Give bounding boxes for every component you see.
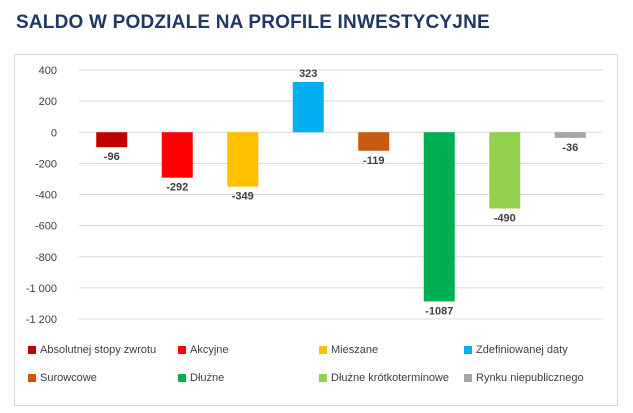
data-label: -96 xyxy=(104,151,120,163)
legend-swatch xyxy=(178,374,186,382)
legend-label: Absolutnej stopy zwrotu xyxy=(40,344,157,356)
legend-label: Akcyjne xyxy=(190,344,229,356)
y-tick-label: -400 xyxy=(35,190,57,202)
legend-swatch xyxy=(464,374,472,382)
data-label: -349 xyxy=(232,191,254,203)
bar-chart: 400 200 0 -200 -400 -600 -800 -1 000 -1 200 -96 -2… xyxy=(26,65,603,326)
legend-item: Akcyjne xyxy=(178,344,229,356)
data-label: -119 xyxy=(363,155,384,167)
legend-item: Absolutnej stopy zwrotu xyxy=(28,344,156,356)
legend-item: Zdefiniowanej daty xyxy=(464,344,568,356)
bar xyxy=(489,132,521,209)
legend-swatch xyxy=(319,346,327,354)
legend-swatch xyxy=(178,346,186,354)
bar xyxy=(423,132,455,302)
y-tick-label: 200 xyxy=(39,96,57,108)
y-tick-label: -800 xyxy=(35,252,57,264)
y-tick-label: 400 xyxy=(39,65,57,77)
legend-label: Mieszane xyxy=(331,344,379,356)
legend-item: Rynku niepublicznego xyxy=(464,372,584,384)
legend-label: Zdefiniowanej daty xyxy=(476,344,568,356)
bar xyxy=(96,132,128,148)
data-label: 323 xyxy=(299,68,317,80)
bar xyxy=(161,132,193,178)
bar xyxy=(227,132,259,187)
legend-label: Dłużne krótkoterminowe xyxy=(331,372,449,384)
y-tick-label: -600 xyxy=(35,221,57,233)
legend-label: Rynku niepublicznego xyxy=(476,372,584,384)
bar xyxy=(358,132,390,151)
legend-item: Dłużne krótkoterminowe xyxy=(319,372,449,384)
data-label: -292 xyxy=(166,182,188,194)
data-label: -490 xyxy=(494,213,516,225)
data-label: -36 xyxy=(562,142,578,154)
legend-swatch xyxy=(319,374,327,382)
legend-item: Mieszane xyxy=(319,344,378,356)
data-label: -1087 xyxy=(425,305,453,317)
chart-frame: 400 200 0 -200 -400 -600 -800 -1 000 -1 200 -96 -2… xyxy=(14,54,618,406)
legend-swatch xyxy=(28,346,36,354)
legend-label: Surowcowe xyxy=(40,372,97,384)
legend-item: Surowcowe xyxy=(28,372,97,384)
legend-item: Dłużne xyxy=(178,372,224,384)
y-tick-label: -1 200 xyxy=(26,314,57,326)
bar xyxy=(554,132,586,138)
legend-label: Dłużne xyxy=(190,372,225,384)
legend-swatch xyxy=(464,346,472,354)
bar xyxy=(292,81,324,133)
legend-swatch xyxy=(28,374,36,382)
y-tick-label: -1 000 xyxy=(26,283,57,295)
page-title: SALDO W PODZIALE NA PROFILE INWESTYCYJNE xyxy=(16,12,490,33)
y-tick-label: 0 xyxy=(51,127,57,139)
y-tick-label: -200 xyxy=(35,158,57,170)
